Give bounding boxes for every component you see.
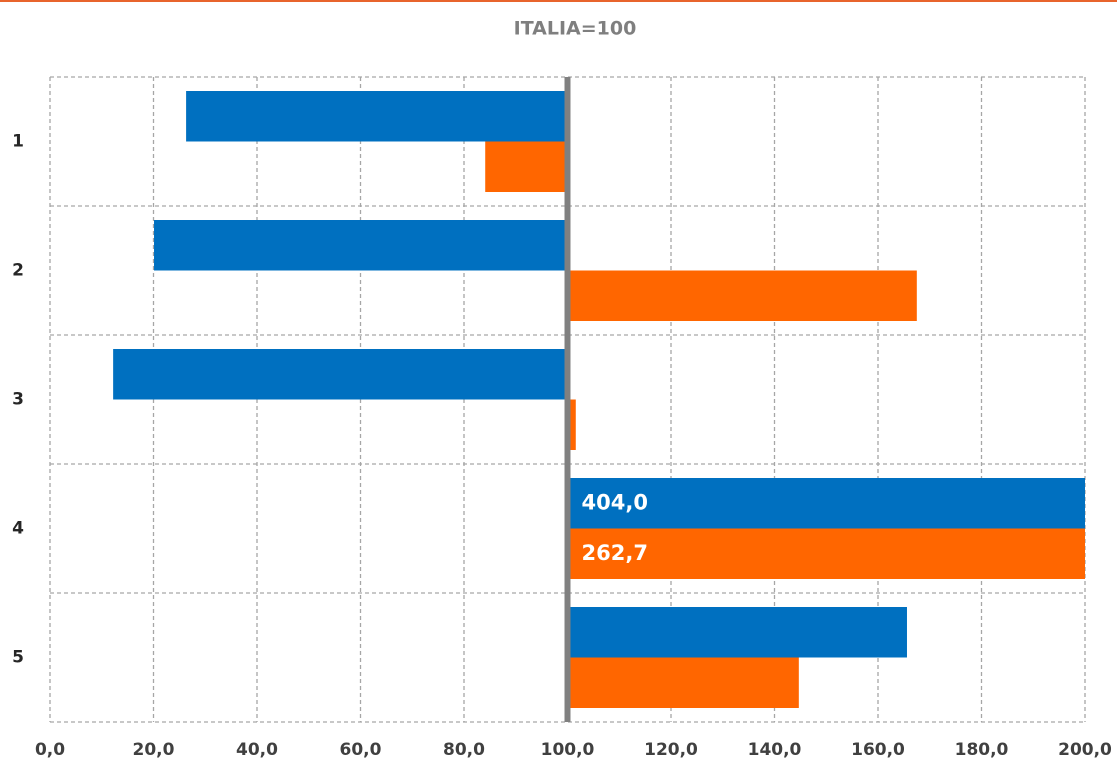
x-tick-label: 120,0: [644, 740, 698, 760]
top-rule: [0, 0, 1117, 2]
bars: [113, 91, 1085, 708]
x-tick-label: 80,0: [443, 740, 485, 760]
y-tick-label: 3: [12, 390, 24, 410]
bar: [567, 270, 917, 321]
x-tick-label: 40,0: [236, 740, 278, 760]
x-tick-label: 0,0: [35, 740, 65, 760]
data-label: 404,0: [582, 490, 648, 514]
x-tick-label: 20,0: [133, 740, 175, 760]
x-tick-label: 160,0: [851, 740, 905, 760]
x-tick-label: 100,0: [541, 740, 595, 760]
y-tick-label: 5: [12, 648, 24, 668]
bar: [485, 141, 568, 192]
chart-title: ITALIA=100: [514, 18, 637, 40]
bar: [154, 220, 568, 271]
bar: [567, 478, 1085, 529]
x-tick-label: 180,0: [955, 740, 1009, 760]
bar: [567, 528, 1085, 579]
x-tick-label: 140,0: [748, 740, 802, 760]
bar: [113, 349, 568, 400]
x-tick-label: 60,0: [340, 740, 382, 760]
x-tick-label: 200,0: [1058, 740, 1112, 760]
bar: [567, 399, 576, 450]
y-tick-label: 2: [12, 261, 24, 281]
y-tick-label: 4: [12, 519, 24, 539]
data-label: 262,7: [582, 541, 648, 565]
y-tick-label: 1: [12, 132, 24, 152]
bar: [567, 657, 799, 708]
bar: [186, 91, 568, 142]
bar: [567, 607, 907, 658]
